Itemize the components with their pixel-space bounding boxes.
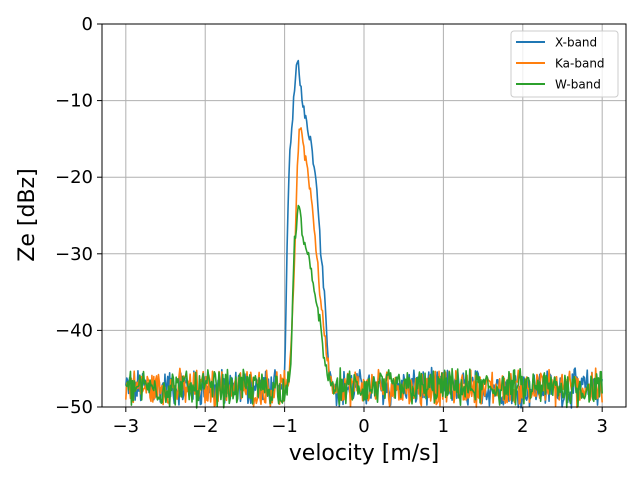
y-tick-label: −50 (55, 397, 93, 418)
legend-label-ka-band: Ka-band (555, 57, 605, 71)
x-axis-label: velocity [m/s] (289, 441, 439, 466)
legend-box (510, 30, 619, 98)
legend-label-x-band: X-band (555, 36, 597, 50)
y-tick-label: −30 (55, 244, 93, 265)
axis-ticks: −3 −2 −1 0 1 2 30−10−20−30−40−50 (55, 14, 608, 437)
x-tick-label: 3 (596, 416, 607, 437)
x-tick-label: −2 (192, 416, 219, 437)
y-tick-label: −40 (55, 320, 93, 341)
y-tick-label: −20 (55, 167, 93, 188)
x-tick-label: 1 (438, 416, 449, 437)
legend: X-band Ka-band W-band (510, 30, 619, 98)
x-tick-label: −1 (271, 416, 298, 437)
y-axis-label: Ze [dBz] (15, 168, 40, 261)
x-tick-label: −3 (113, 416, 140, 437)
series-line-w-band (125, 204, 603, 409)
x-tick-label: 2 (517, 416, 528, 437)
y-tick-label: −10 (55, 91, 93, 112)
x-tick-label: 0 (358, 416, 369, 437)
legend-label-w-band: W-band (555, 78, 601, 92)
y-tick-label: 0 (82, 14, 93, 35)
series-lines (125, 59, 603, 409)
